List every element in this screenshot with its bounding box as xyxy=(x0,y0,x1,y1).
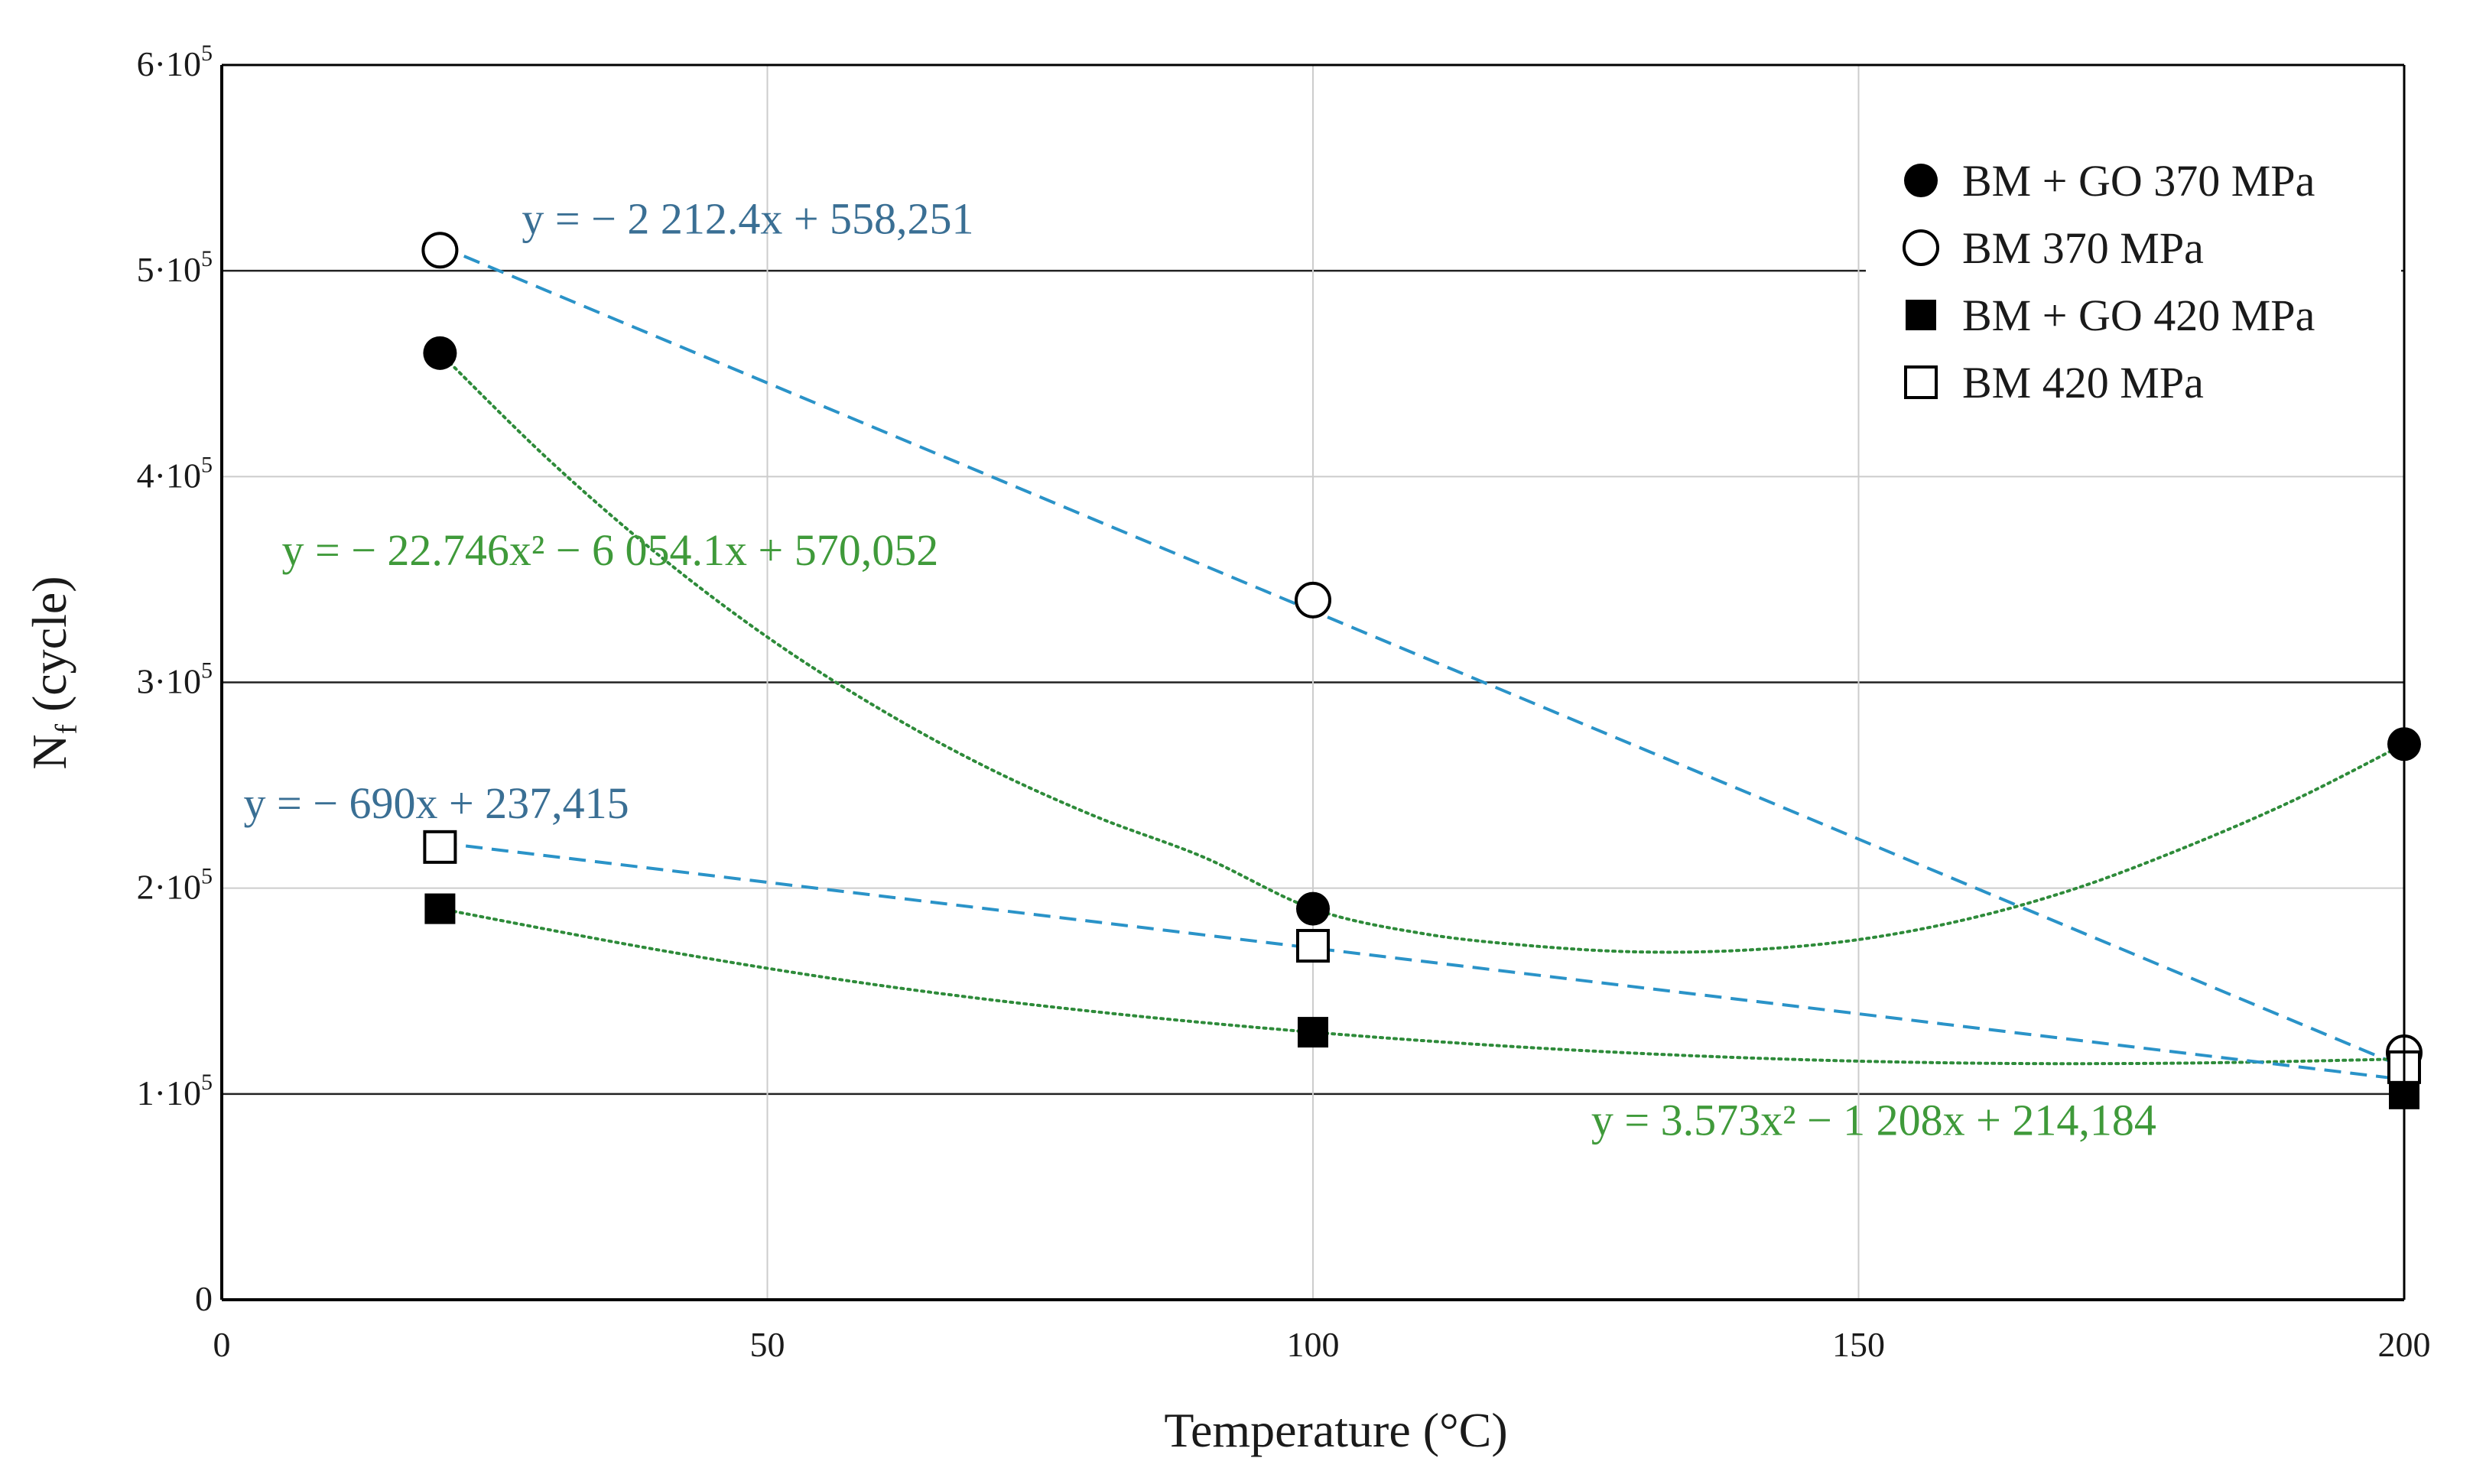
legend-marker-bm-370-mpa xyxy=(1903,229,1939,266)
data-point-bm-go-420-mpa xyxy=(424,893,456,924)
y-tick-label: 0 xyxy=(195,1279,213,1318)
y-tick-label-base: 6·10 xyxy=(137,44,201,83)
x-tick-label: 150 xyxy=(1832,1325,1885,1364)
data-point-bm-go-370-mpa xyxy=(423,336,457,370)
legend-label: BM + GO 370 MPa xyxy=(1962,156,2315,206)
data-point-bm-420-mpa xyxy=(423,830,457,864)
trendlines xyxy=(438,245,2406,1081)
data-point-bm-go-420-mpa xyxy=(1298,1017,1328,1048)
y-tick-label-exponent: 5 xyxy=(201,658,213,684)
y-tick-label: 4·105 xyxy=(137,452,213,495)
trendline-bm-go-420-mpa xyxy=(438,907,2406,1066)
trendline-equation: y = 3.573x² − 1 208x + 214,184 xyxy=(1591,1096,2156,1145)
x-tick-label: 0 xyxy=(213,1325,231,1364)
data-point-bm-370-mpa xyxy=(1295,581,1331,619)
x-tick-label: 50 xyxy=(750,1325,785,1364)
trendline-equation: y = − 22.746x² − 6 054.1x + 570,052 xyxy=(281,525,938,575)
y-axis-label-suffix: (cycle) xyxy=(22,576,76,724)
y-tick-label: 2·105 xyxy=(137,864,213,907)
trendline-bm-go-370-mpa xyxy=(438,351,2406,954)
tick-labels: 0 50 100 150 20001·1052·1053·1054·1055·1056·… xyxy=(137,41,2431,1364)
y-tick-label-exponent: 5 xyxy=(201,452,213,477)
y-axis-label-main: N xyxy=(22,734,76,769)
data-point-bm-370-mpa xyxy=(421,232,459,269)
y-tick-label-exponent: 5 xyxy=(201,1070,213,1095)
trendline-equation: y = − 690x + 237,415 xyxy=(244,778,629,828)
x-axis-label: Temperature (°C) xyxy=(1164,1403,1507,1457)
y-tick-label-exponent: 5 xyxy=(201,864,213,889)
y-tick-label: 1·105 xyxy=(137,1070,213,1112)
legend: BM + GO 370 MPa BM 370 MPa BM + GO 420 MPa… xyxy=(1866,126,2401,432)
trendline-equation: y = − 2 212.4x + 558,251 xyxy=(522,194,973,244)
legend-label: BM 370 MPa xyxy=(1962,223,2204,273)
y-tick-label: 6·105 xyxy=(137,41,213,83)
legend-label: BM 420 MPa xyxy=(1962,358,2204,408)
legend-label: BM + GO 420 MPa xyxy=(1962,291,2315,340)
y-tick-label-base: 3·10 xyxy=(137,662,201,701)
data-point-bm-420-mpa xyxy=(1296,929,1330,963)
y-axis-label-subscript: f xyxy=(49,723,83,734)
legend-marker-bm-go-420-mpa xyxy=(1906,300,1936,330)
y-axis-label: Nf (cycle) xyxy=(22,576,83,769)
y-tick-label: 5·105 xyxy=(137,246,213,289)
y-tick-label-base: 5·10 xyxy=(137,250,201,289)
data-point-bm-go-370-mpa xyxy=(1296,891,1330,926)
trendline-bm-370-mpa xyxy=(439,245,2405,1069)
legend-marker-bm-420-mpa xyxy=(1904,365,1938,399)
y-tick-label-exponent: 5 xyxy=(201,41,213,66)
y-tick-label-base: 0 xyxy=(195,1279,213,1318)
axes xyxy=(220,63,2406,1301)
y-tick-label-exponent: 5 xyxy=(201,246,213,271)
y-tick-label: 3·105 xyxy=(137,658,213,701)
trendline-bm-420-mpa xyxy=(440,841,2405,1081)
grid xyxy=(222,65,2404,1300)
trendline-equations: y = − 2 212.4x + 558,251 y = − 22.746x² −… xyxy=(244,194,2156,1145)
legend-marker-bm-go-370-mpa xyxy=(1904,164,1938,197)
y-tick-label-base: 2·10 xyxy=(137,868,201,907)
x-tick-label: 100 xyxy=(1287,1325,1340,1364)
legend-box xyxy=(1866,126,2401,432)
y-tick-label-base: 1·10 xyxy=(137,1073,201,1112)
y-tick-label-base: 4·10 xyxy=(137,456,201,495)
x-tick-label: 200 xyxy=(2378,1325,2431,1364)
